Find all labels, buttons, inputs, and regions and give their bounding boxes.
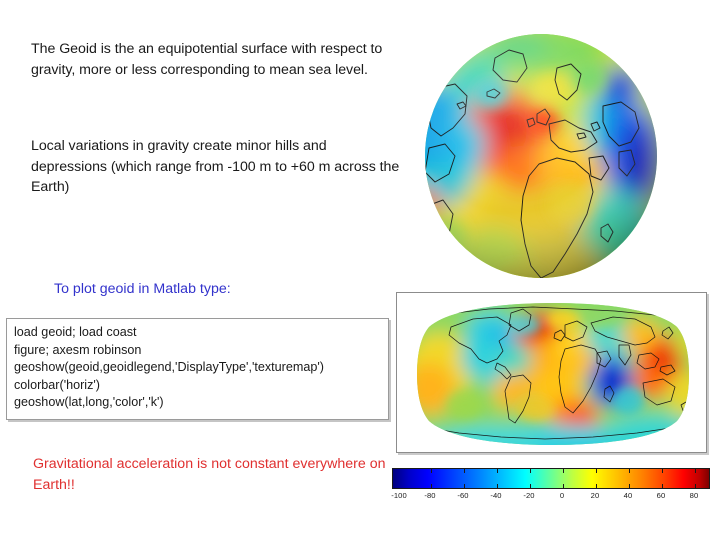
colorbar-tick bbox=[596, 484, 597, 488]
colorbar-tick-label: 0 bbox=[559, 491, 565, 500]
colorbar-tick-label: -100 bbox=[391, 491, 407, 500]
colorbar-tick-label: -80 bbox=[424, 491, 436, 500]
colorbar-tick-label: 80 bbox=[689, 491, 699, 500]
colorbar-tick bbox=[431, 469, 432, 473]
colorbar-tick-label: -60 bbox=[457, 491, 469, 500]
geoid-globe-image bbox=[421, 28, 665, 284]
colorbar-gradient bbox=[392, 468, 710, 489]
colorbar-tick-label: 60 bbox=[656, 491, 666, 500]
colorbar-tick-label: 40 bbox=[623, 491, 633, 500]
colorbar-tick bbox=[695, 484, 696, 488]
robinson-projection-map bbox=[415, 301, 691, 447]
colorbar-tick bbox=[629, 484, 630, 488]
code-line: load geoid; load coast bbox=[14, 325, 137, 339]
code-line: geoshow(lat,long,'color','k') bbox=[14, 395, 164, 410]
colorbar-tick bbox=[497, 484, 498, 488]
colorbar-tick-label: -20 bbox=[523, 491, 535, 500]
colorbar-tick bbox=[563, 469, 564, 473]
colorbar-tick bbox=[695, 469, 696, 473]
matlab-code-box: load geoid; load coast figure; axesm rob… bbox=[6, 318, 389, 420]
warning-gravitational-acceleration: Gravitational acceleration is not consta… bbox=[33, 456, 386, 493]
paragraph-local-variations: Local variations in gravity create minor… bbox=[31, 138, 400, 195]
colorbar-tick bbox=[662, 469, 663, 473]
colorbar-tick bbox=[563, 484, 564, 488]
colorbar-tick bbox=[662, 484, 663, 488]
colorbar-tick-label: 20 bbox=[590, 491, 600, 500]
colorbar-tick bbox=[464, 469, 465, 473]
paragraph-geoid-definition: The Geoid is the an equipotential surfac… bbox=[31, 41, 383, 78]
colorbar-tick bbox=[431, 484, 432, 488]
colorbar-tick bbox=[629, 469, 630, 473]
code-line: geoshow(geoid,geoidlegend,'DisplayType',… bbox=[14, 360, 324, 375]
colorbar-tick-label: -40 bbox=[490, 491, 502, 500]
colorbar-tick bbox=[497, 469, 498, 473]
colorbar-tick bbox=[530, 484, 531, 488]
code-line: colorbar('horiz') bbox=[14, 377, 100, 392]
geoid-map-panel bbox=[396, 292, 707, 453]
colorbar-tick bbox=[530, 469, 531, 473]
code-line: figure; axesm robinson bbox=[14, 342, 142, 357]
geoid-colorbar: -100 -80 -60 -40 -20 0 20 40 60 80 bbox=[391, 468, 710, 508]
colorbar-tick bbox=[464, 484, 465, 488]
heading-matlab-instructions: To plot geoid in Matlab type: bbox=[54, 281, 231, 297]
colorbar-tick bbox=[596, 469, 597, 473]
